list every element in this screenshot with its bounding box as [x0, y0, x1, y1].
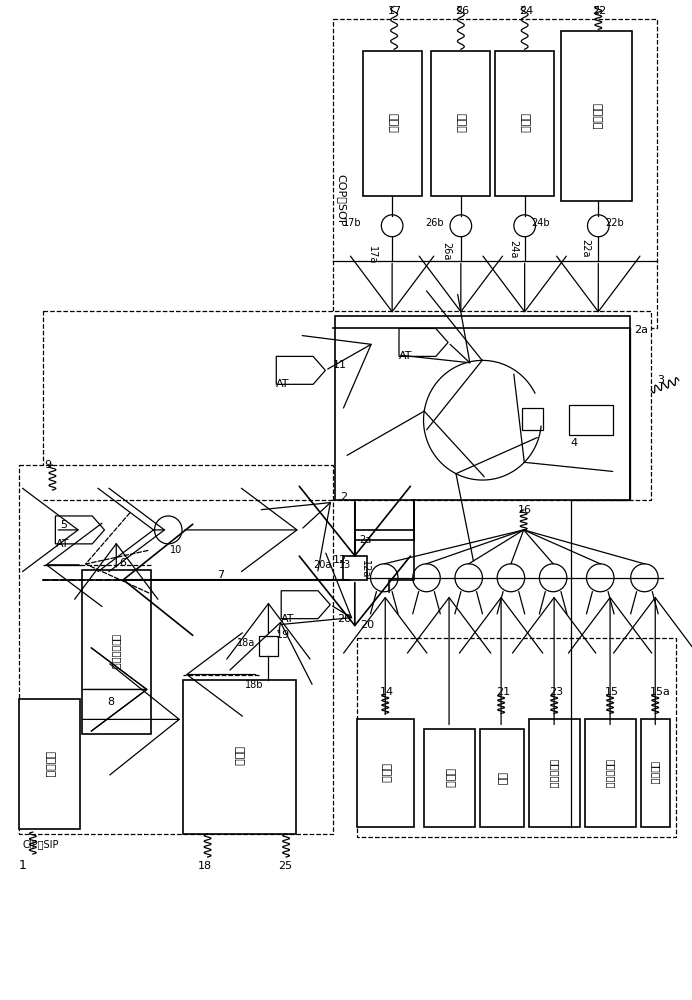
- Text: 5: 5: [60, 520, 67, 530]
- Text: 18: 18: [198, 861, 212, 871]
- Text: 10: 10: [170, 545, 183, 555]
- Circle shape: [154, 516, 182, 544]
- Circle shape: [514, 215, 536, 237]
- Text: 26b: 26b: [426, 218, 444, 228]
- Bar: [641, 719, 670, 827]
- Text: 2a: 2a: [360, 535, 372, 545]
- Text: 过氧化氢: 过氧化氢: [592, 103, 601, 129]
- Bar: [357, 638, 676, 837]
- Text: AT: AT: [276, 379, 290, 389]
- Bar: [495, 51, 554, 196]
- Bar: [259, 636, 278, 656]
- Bar: [357, 719, 414, 827]
- Text: 加热水蒸汽: 加热水蒸汽: [549, 759, 559, 788]
- Text: 19: 19: [276, 630, 291, 640]
- Text: 17b: 17b: [343, 218, 362, 228]
- Bar: [183, 680, 296, 834]
- Text: 9: 9: [44, 460, 52, 470]
- Text: 15a: 15a: [649, 687, 671, 697]
- Polygon shape: [281, 591, 330, 619]
- Text: 碳酸添加装置: 碳酸添加装置: [111, 634, 121, 669]
- Circle shape: [588, 215, 609, 237]
- Text: 26a: 26a: [441, 242, 451, 260]
- Text: 23: 23: [549, 687, 563, 697]
- Circle shape: [630, 564, 658, 592]
- Text: AT: AT: [399, 351, 412, 361]
- Bar: [343, 556, 367, 580]
- Text: 24: 24: [519, 6, 533, 16]
- Text: 过醋酸: 过醋酸: [520, 113, 529, 133]
- Bar: [529, 719, 580, 827]
- Circle shape: [497, 564, 525, 592]
- Text: 25: 25: [278, 861, 292, 871]
- Text: 清洗用药液: 清洗用药液: [605, 759, 615, 788]
- Text: 11: 11: [334, 360, 347, 370]
- Circle shape: [412, 564, 440, 592]
- Text: 26: 26: [455, 6, 469, 16]
- Bar: [424, 729, 475, 827]
- Text: 18a: 18a: [237, 638, 255, 648]
- Circle shape: [587, 564, 614, 592]
- Circle shape: [370, 564, 398, 592]
- Text: 12: 12: [334, 555, 347, 565]
- Text: 15: 15: [606, 687, 619, 697]
- Text: 13: 13: [339, 560, 352, 570]
- Text: 2: 2: [340, 492, 347, 502]
- Text: 热水: 热水: [496, 772, 506, 785]
- Circle shape: [539, 564, 567, 592]
- Text: COP，SOP: COP，SOP: [336, 174, 346, 226]
- Circle shape: [381, 215, 403, 237]
- Text: 无菌空气: 无菌空气: [650, 761, 660, 785]
- Text: 22: 22: [592, 6, 607, 16]
- Text: CIP，SIP: CIP，SIP: [23, 839, 60, 849]
- Text: 20: 20: [337, 614, 352, 624]
- Text: 3: 3: [657, 375, 664, 385]
- Text: 22a: 22a: [581, 239, 591, 258]
- Bar: [335, 316, 630, 500]
- Text: 14: 14: [379, 687, 394, 697]
- Text: 18b: 18b: [245, 680, 264, 690]
- Text: 无菌水: 无菌水: [456, 113, 466, 133]
- Bar: [334, 19, 657, 328]
- Text: 2a: 2a: [635, 325, 648, 335]
- Text: 20a: 20a: [313, 560, 332, 570]
- Text: AT: AT: [282, 614, 295, 624]
- Text: 清洗水: 清洗水: [444, 768, 454, 788]
- Bar: [585, 719, 635, 827]
- Text: 调制装置: 调制装置: [44, 751, 55, 778]
- Text: 21: 21: [496, 687, 510, 697]
- Text: 24a: 24a: [508, 240, 518, 258]
- Polygon shape: [399, 328, 448, 356]
- Text: AT: AT: [55, 539, 69, 549]
- Text: 22b: 22b: [606, 218, 624, 228]
- Bar: [480, 729, 524, 827]
- Polygon shape: [276, 356, 325, 384]
- Text: 灭菌器: 灭菌器: [234, 746, 244, 766]
- Text: 24b: 24b: [531, 218, 550, 228]
- Text: 清洗水: 清洗水: [387, 113, 397, 133]
- Bar: [43, 311, 651, 500]
- Text: 无菌水: 无菌水: [380, 763, 390, 783]
- Bar: [363, 51, 421, 196]
- Text: 20: 20: [360, 620, 374, 630]
- Text: 17: 17: [388, 6, 402, 16]
- Text: 16: 16: [518, 505, 531, 515]
- Bar: [561, 31, 632, 201]
- Text: 6: 6: [119, 558, 126, 568]
- Bar: [431, 51, 491, 196]
- Text: 7: 7: [217, 570, 224, 580]
- Text: 1: 1: [19, 859, 27, 872]
- Text: 12a: 12a: [360, 560, 370, 578]
- Text: 4: 4: [571, 438, 578, 448]
- Bar: [569, 405, 613, 435]
- Polygon shape: [55, 516, 104, 544]
- Circle shape: [450, 215, 472, 237]
- Text: 8: 8: [107, 697, 115, 707]
- Bar: [19, 465, 334, 834]
- Text: 17a: 17a: [367, 246, 376, 265]
- Bar: [19, 699, 80, 829]
- Circle shape: [455, 564, 482, 592]
- Bar: [522, 408, 543, 430]
- Bar: [82, 570, 151, 734]
